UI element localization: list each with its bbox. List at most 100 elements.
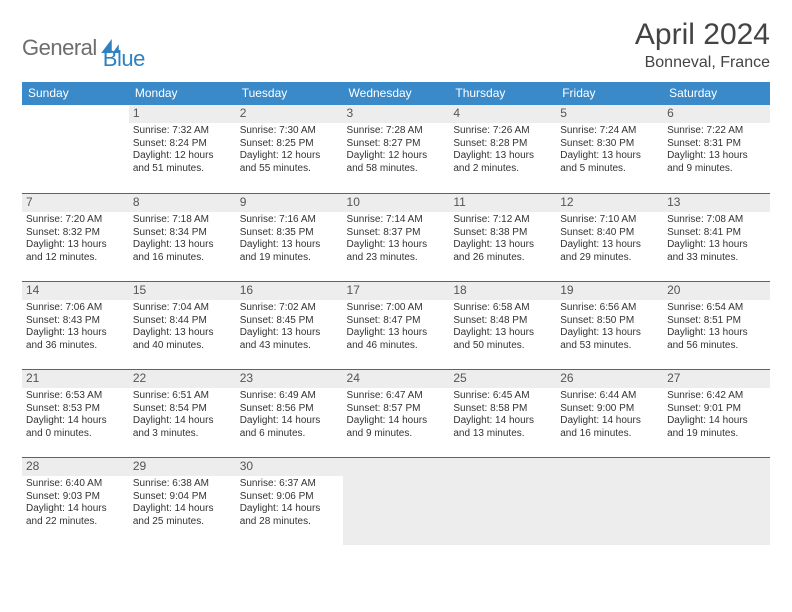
calendar-day-cell: 16Sunrise: 7:02 AMSunset: 8:45 PMDayligh… xyxy=(236,281,343,369)
daylight-text: and 36 minutes. xyxy=(26,340,125,353)
day-number: 13 xyxy=(663,194,770,212)
sunrise-text: Sunrise: 7:12 AM xyxy=(453,214,552,227)
day-number: 22 xyxy=(129,370,236,388)
day-number: 3 xyxy=(343,105,450,123)
sunrise-text: Sunrise: 6:51 AM xyxy=(133,390,232,403)
day-number: 6 xyxy=(663,105,770,123)
daylight-text: and 12 minutes. xyxy=(26,252,125,265)
daylight-text: Daylight: 13 hours xyxy=(133,327,232,340)
calendar-week-row: 21Sunrise: 6:53 AMSunset: 8:53 PMDayligh… xyxy=(22,369,770,457)
calendar-day-cell: 2Sunrise: 7:30 AMSunset: 8:25 PMDaylight… xyxy=(236,105,343,193)
sunrise-text: Sunrise: 6:44 AM xyxy=(560,390,659,403)
sunset-text: Sunset: 8:37 PM xyxy=(347,227,446,240)
calendar-day-cell: 23Sunrise: 6:49 AMSunset: 8:56 PMDayligh… xyxy=(236,369,343,457)
day-number: 9 xyxy=(236,194,343,212)
daylight-text: and 19 minutes. xyxy=(667,428,766,441)
daylight-text: Daylight: 14 hours xyxy=(133,415,232,428)
daylight-text: Daylight: 13 hours xyxy=(560,150,659,163)
daylight-text: and 46 minutes. xyxy=(347,340,446,353)
weekday-heading: Monday xyxy=(129,82,236,105)
logo-text-general: General xyxy=(22,35,97,61)
calendar-day-cell: 3Sunrise: 7:28 AMSunset: 8:27 PMDaylight… xyxy=(343,105,450,193)
sunset-text: Sunset: 8:53 PM xyxy=(26,403,125,416)
sunset-text: Sunset: 8:25 PM xyxy=(240,138,339,151)
calendar-day-cell: 27Sunrise: 6:42 AMSunset: 9:01 PMDayligh… xyxy=(663,369,770,457)
day-number: 28 xyxy=(22,458,129,476)
daylight-text: Daylight: 13 hours xyxy=(453,150,552,163)
daylight-text: and 55 minutes. xyxy=(240,163,339,176)
sunset-text: Sunset: 8:56 PM xyxy=(240,403,339,416)
calendar-week-row: 14Sunrise: 7:06 AMSunset: 8:43 PMDayligh… xyxy=(22,281,770,369)
location-label: Bonneval, France xyxy=(635,54,770,72)
calendar-day-cell: 26Sunrise: 6:44 AMSunset: 9:00 PMDayligh… xyxy=(556,369,663,457)
day-number: 20 xyxy=(663,282,770,300)
sunrise-text: Sunrise: 7:04 AM xyxy=(133,302,232,315)
weekday-heading: Sunday xyxy=(22,82,129,105)
sunrise-text: Sunrise: 6:37 AM xyxy=(240,478,339,491)
sunset-text: Sunset: 9:00 PM xyxy=(560,403,659,416)
calendar-header-row: Sunday Monday Tuesday Wednesday Thursday… xyxy=(22,82,770,105)
daylight-text: Daylight: 13 hours xyxy=(667,150,766,163)
daylight-text: and 0 minutes. xyxy=(26,428,125,441)
sunset-text: Sunset: 8:34 PM xyxy=(133,227,232,240)
sunrise-text: Sunrise: 6:38 AM xyxy=(133,478,232,491)
sunset-text: Sunset: 8:38 PM xyxy=(453,227,552,240)
daylight-text: and 26 minutes. xyxy=(453,252,552,265)
sunset-text: Sunset: 8:27 PM xyxy=(347,138,446,151)
sunrise-text: Sunrise: 7:08 AM xyxy=(667,214,766,227)
calendar-day-cell: 12Sunrise: 7:10 AMSunset: 8:40 PMDayligh… xyxy=(556,193,663,281)
calendar-day-cell: 29Sunrise: 6:38 AMSunset: 9:04 PMDayligh… xyxy=(129,457,236,545)
sunrise-text: Sunrise: 6:40 AM xyxy=(26,478,125,491)
sunrise-text: Sunrise: 7:22 AM xyxy=(667,125,766,138)
daylight-text: Daylight: 12 hours xyxy=(133,150,232,163)
sunrise-text: Sunrise: 7:20 AM xyxy=(26,214,125,227)
daylight-text: Daylight: 14 hours xyxy=(240,415,339,428)
calendar-day-cell: 15Sunrise: 7:04 AMSunset: 8:44 PMDayligh… xyxy=(129,281,236,369)
day-number: 19 xyxy=(556,282,663,300)
weekday-heading: Tuesday xyxy=(236,82,343,105)
day-number: 26 xyxy=(556,370,663,388)
daylight-text: Daylight: 13 hours xyxy=(667,327,766,340)
logo-text-blue: Blue xyxy=(103,46,145,72)
calendar-day-cell: 6Sunrise: 7:22 AMSunset: 8:31 PMDaylight… xyxy=(663,105,770,193)
calendar-day-cell: 8Sunrise: 7:18 AMSunset: 8:34 PMDaylight… xyxy=(129,193,236,281)
sunrise-text: Sunrise: 7:02 AM xyxy=(240,302,339,315)
sunrise-text: Sunrise: 7:28 AM xyxy=(347,125,446,138)
calendar-day-cell: 30Sunrise: 6:37 AMSunset: 9:06 PMDayligh… xyxy=(236,457,343,545)
daylight-text: Daylight: 13 hours xyxy=(347,327,446,340)
calendar-day-cell: 14Sunrise: 7:06 AMSunset: 8:43 PMDayligh… xyxy=(22,281,129,369)
weekday-heading: Friday xyxy=(556,82,663,105)
sunrise-text: Sunrise: 6:56 AM xyxy=(560,302,659,315)
daylight-text: and 33 minutes. xyxy=(667,252,766,265)
sunset-text: Sunset: 8:30 PM xyxy=(560,138,659,151)
sunset-text: Sunset: 8:58 PM xyxy=(453,403,552,416)
daylight-text: and 3 minutes. xyxy=(133,428,232,441)
daylight-text: Daylight: 14 hours xyxy=(26,415,125,428)
calendar-day-cell: 13Sunrise: 7:08 AMSunset: 8:41 PMDayligh… xyxy=(663,193,770,281)
calendar-day-cell xyxy=(22,105,129,193)
day-number: 10 xyxy=(343,194,450,212)
weekday-heading: Wednesday xyxy=(343,82,450,105)
daylight-text: Daylight: 14 hours xyxy=(133,503,232,516)
daylight-text: Daylight: 12 hours xyxy=(240,150,339,163)
daylight-text: and 5 minutes. xyxy=(560,163,659,176)
daylight-text: and 23 minutes. xyxy=(347,252,446,265)
daylight-text: and 43 minutes. xyxy=(240,340,339,353)
daylight-text: and 6 minutes. xyxy=(240,428,339,441)
daylight-text: Daylight: 13 hours xyxy=(133,239,232,252)
day-number: 21 xyxy=(22,370,129,388)
day-number: 4 xyxy=(449,105,556,123)
sunrise-text: Sunrise: 6:49 AM xyxy=(240,390,339,403)
sunset-text: Sunset: 8:48 PM xyxy=(453,315,552,328)
sunset-text: Sunset: 9:03 PM xyxy=(26,491,125,504)
sunset-text: Sunset: 8:28 PM xyxy=(453,138,552,151)
day-number: 1 xyxy=(129,105,236,123)
daylight-text: Daylight: 14 hours xyxy=(26,503,125,516)
daylight-text: Daylight: 13 hours xyxy=(667,239,766,252)
day-number: 7 xyxy=(22,194,129,212)
daylight-text: and 50 minutes. xyxy=(453,340,552,353)
day-number: 18 xyxy=(449,282,556,300)
sunrise-text: Sunrise: 7:00 AM xyxy=(347,302,446,315)
day-number: 25 xyxy=(449,370,556,388)
daylight-text: Daylight: 13 hours xyxy=(26,239,125,252)
